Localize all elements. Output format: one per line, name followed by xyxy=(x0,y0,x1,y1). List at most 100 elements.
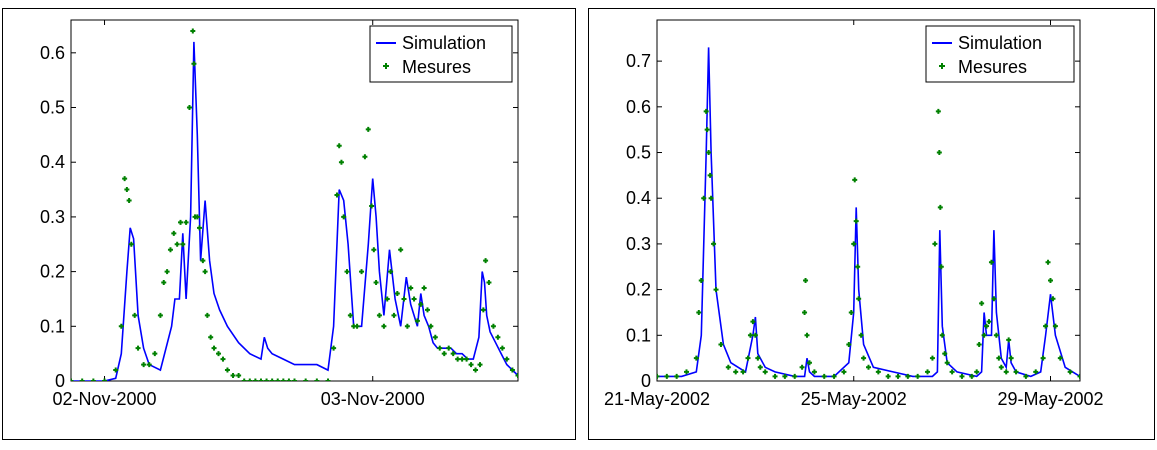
mesures-point xyxy=(216,351,222,357)
mesures-point xyxy=(128,241,134,247)
x-tick-label: 02-Nov-2000 xyxy=(52,389,156,409)
y-tick-label: 0.7 xyxy=(626,51,651,71)
mesures-point xyxy=(369,203,375,209)
mesures-point xyxy=(515,373,518,379)
mesures-point xyxy=(167,247,173,253)
y-tick-label: 0.6 xyxy=(626,97,651,117)
mesures-point xyxy=(969,373,975,379)
mesures-point xyxy=(258,378,264,381)
mesures-point xyxy=(1077,373,1080,379)
mesures-point xyxy=(174,241,180,247)
mesures-point xyxy=(211,345,217,351)
mesures-point xyxy=(848,309,854,315)
mesures-point xyxy=(388,269,394,275)
y-tick-label: 0 xyxy=(641,371,651,391)
x-tick-label: 03-Nov-2000 xyxy=(321,389,425,409)
mesures-markers xyxy=(71,28,518,381)
mesures-point xyxy=(772,373,778,379)
mesures-point xyxy=(432,334,438,340)
legend-mesures-swatch xyxy=(939,63,945,69)
mesures-point xyxy=(191,61,197,67)
mesures-point xyxy=(725,364,731,370)
mesures-point xyxy=(979,300,985,306)
mesures-point xyxy=(122,176,128,182)
y-tick-label: 0.4 xyxy=(626,188,651,208)
y-tick-label: 0.6 xyxy=(40,43,65,63)
mesures-point xyxy=(194,214,200,220)
mesures-point xyxy=(707,172,713,178)
mesures-point xyxy=(171,230,177,236)
mesures-point xyxy=(157,312,163,318)
y-tick-label: 0.2 xyxy=(40,262,65,282)
mesures-point xyxy=(141,362,147,368)
mesures-point xyxy=(331,345,337,351)
mesures-point xyxy=(303,378,309,381)
mesures-point xyxy=(831,373,837,379)
mesures-point xyxy=(247,378,253,381)
mesures-point xyxy=(230,373,236,379)
mesures-point xyxy=(252,378,258,381)
mesures-point xyxy=(338,159,344,165)
mesures-point xyxy=(733,369,739,375)
mesures-point xyxy=(740,369,746,375)
mesures-point xyxy=(821,373,827,379)
y-tick-label: 0.5 xyxy=(40,98,65,118)
mesures-point xyxy=(935,108,941,114)
mesures-point xyxy=(959,373,965,379)
mesures-point xyxy=(885,373,891,379)
mesures-point xyxy=(939,332,945,338)
mesures-point xyxy=(373,280,379,286)
mesures-point xyxy=(183,219,189,225)
mesures-point xyxy=(362,154,368,160)
mesures-point xyxy=(365,126,371,132)
mesures-point xyxy=(384,296,390,302)
mesures-point xyxy=(986,319,992,325)
y-tick-label: 0.1 xyxy=(40,316,65,336)
mesures-point xyxy=(944,360,950,366)
mesures-point xyxy=(938,264,944,270)
mesures-point xyxy=(799,364,805,370)
mesures-point xyxy=(314,378,320,381)
mesures-point xyxy=(344,269,350,275)
mesures-point xyxy=(974,369,980,375)
mesures-point xyxy=(1006,337,1012,343)
mesures-point xyxy=(236,373,242,379)
mesures-point xyxy=(811,369,817,375)
mesures-point xyxy=(988,259,994,265)
mesures-point xyxy=(504,356,510,362)
mesures-point xyxy=(161,280,167,286)
y-tick-label: 0.3 xyxy=(40,207,65,227)
legend-box xyxy=(369,25,513,83)
mesures-point xyxy=(949,369,955,375)
x-tick-label: 25-May-2002 xyxy=(801,389,907,409)
mesures-point xyxy=(411,296,417,302)
mesures-point xyxy=(1045,259,1051,265)
mesures-point xyxy=(704,127,710,133)
mesures-point xyxy=(1033,369,1039,375)
mesures-point xyxy=(208,334,214,340)
mesures-point xyxy=(998,364,1004,370)
mesures-point xyxy=(509,367,515,373)
mesures-point xyxy=(1050,296,1056,302)
mesures-point xyxy=(804,332,810,338)
mesures-point xyxy=(981,332,987,338)
mesures-point xyxy=(428,323,434,329)
mesures-point xyxy=(275,378,281,381)
mesures-point xyxy=(866,364,871,370)
mesures-point xyxy=(437,345,443,351)
left-chart: 0 0.1 0.2 0.3 0.4 0.5 0.6 02-Nov-2000 03-Nov-200… xyxy=(40,19,519,409)
mesures-point xyxy=(846,341,852,347)
mesures-point xyxy=(401,296,407,302)
mesures-point xyxy=(693,355,699,361)
mesures-point xyxy=(269,378,275,381)
y-tick-label: 0 xyxy=(55,371,65,391)
mesures-point xyxy=(376,312,382,318)
mesures-point xyxy=(1052,323,1058,329)
mesures-point xyxy=(359,269,365,275)
mesures-point xyxy=(464,356,470,362)
mesures-point xyxy=(708,195,714,201)
mesures-point xyxy=(851,241,857,247)
mesures-point xyxy=(895,373,901,379)
mesures-point xyxy=(186,105,192,111)
mesures-point xyxy=(858,332,864,338)
